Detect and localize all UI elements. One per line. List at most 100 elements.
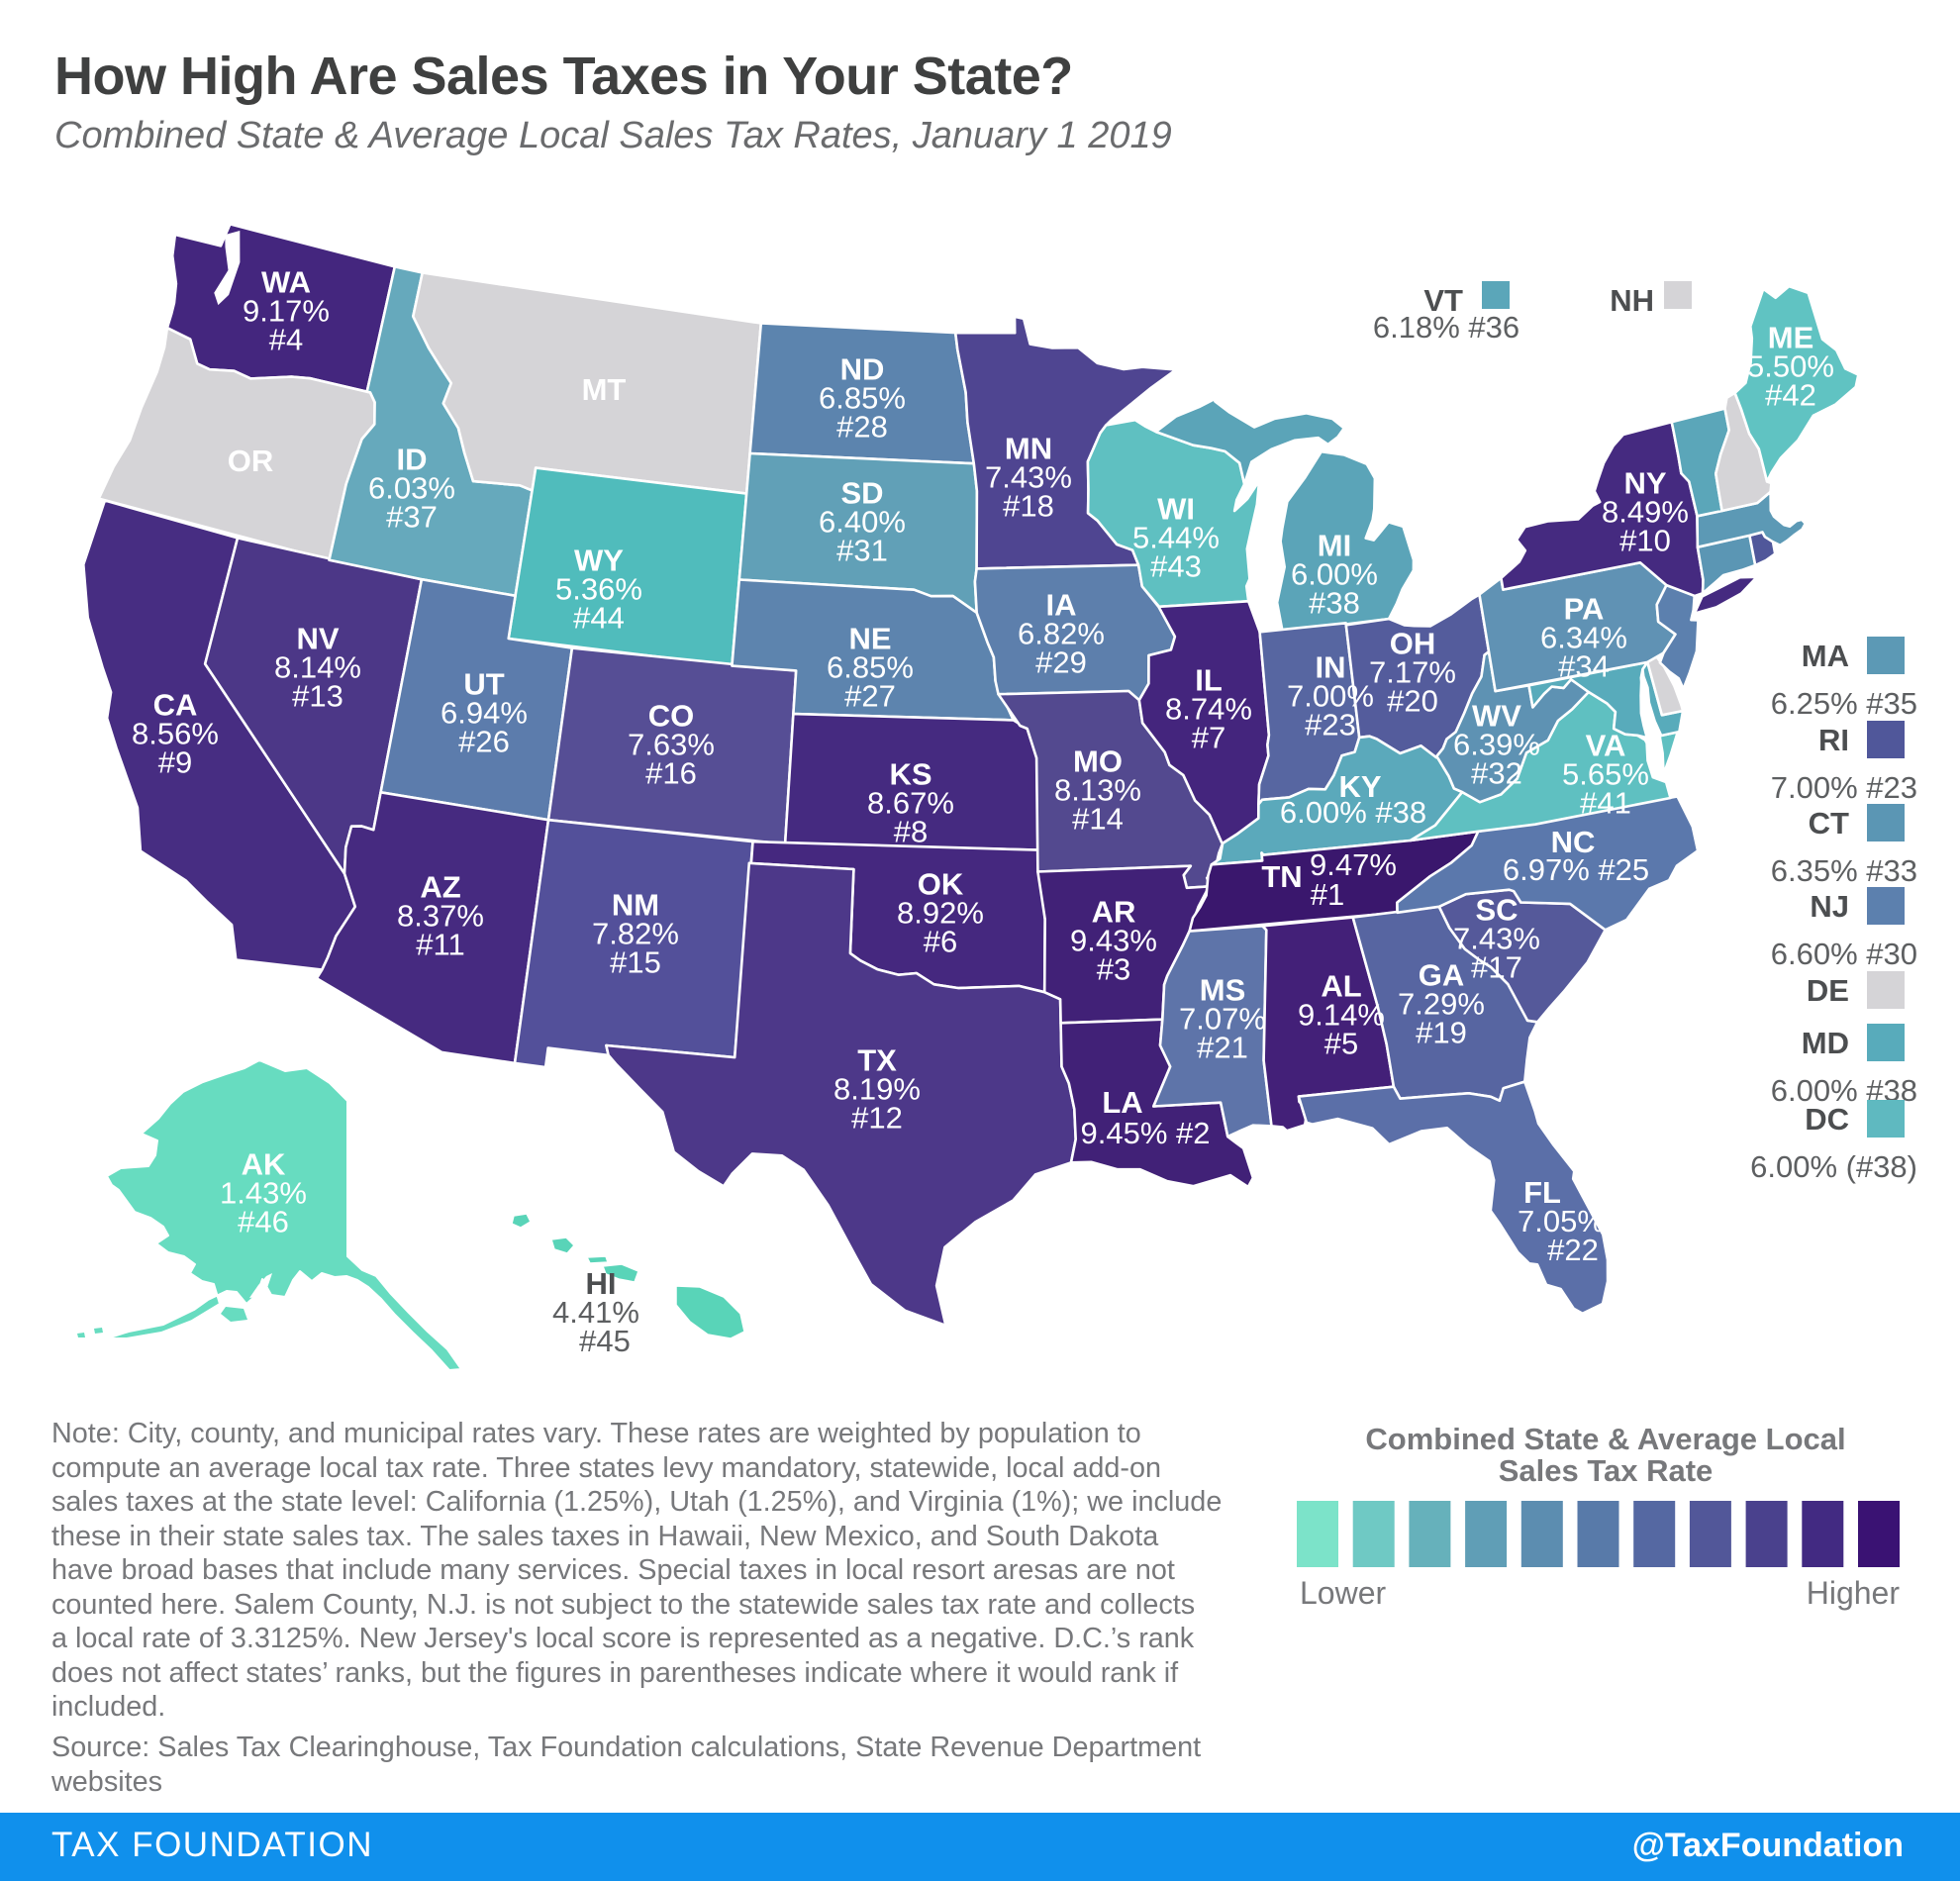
svg-text:NE: NE [848, 622, 891, 656]
svg-text:8.37%: 8.37% [397, 899, 484, 934]
svg-text:#4: #4 [269, 323, 303, 357]
svg-text:#42: #42 [1765, 378, 1816, 413]
svg-text:#19: #19 [1416, 1016, 1467, 1050]
svg-text:9.14%: 9.14% [1298, 998, 1385, 1033]
svg-text:NY: NY [1623, 466, 1666, 501]
svg-text:5.36%: 5.36% [555, 572, 642, 607]
svg-text:#7: #7 [1192, 721, 1225, 755]
svg-text:SC: SC [1475, 893, 1518, 928]
svg-text:#46: #46 [238, 1205, 289, 1239]
svg-text:VA: VA [1586, 729, 1626, 763]
svg-text:4.41%: 4.41% [552, 1295, 639, 1330]
svg-text:NV: NV [296, 622, 339, 656]
svg-text:MD: MD [1802, 1026, 1849, 1060]
svg-text:8.92%: 8.92% [897, 896, 984, 931]
svg-text:#43: #43 [1150, 549, 1202, 584]
svg-text:#20: #20 [1387, 684, 1438, 719]
svg-text:ME: ME [1768, 321, 1814, 355]
svg-text:9.45% #2: 9.45% #2 [1081, 1116, 1211, 1150]
svg-text:SD: SD [840, 476, 883, 511]
svg-text:KS: KS [889, 757, 931, 792]
svg-text:#17: #17 [1471, 950, 1522, 985]
svg-text:#26: #26 [458, 725, 510, 759]
svg-text:6.00%: 6.00% [1291, 557, 1378, 592]
svg-text:8.14%: 8.14% [274, 650, 361, 685]
svg-text:PA: PA [1564, 592, 1605, 627]
svg-text:DC: DC [1805, 1102, 1849, 1137]
svg-text:TN: TN [1261, 859, 1302, 894]
svg-text:#29: #29 [1035, 645, 1087, 680]
svg-text:#13: #13 [292, 679, 343, 714]
svg-text:#32: #32 [1471, 756, 1522, 791]
svg-text:#31: #31 [836, 534, 888, 568]
svg-text:#41: #41 [1580, 786, 1631, 821]
svg-text:Combined State & Average Local: Combined State & Average Local [1365, 1422, 1845, 1456]
svg-text:#27: #27 [844, 679, 896, 714]
svg-text:CT: CT [1809, 806, 1849, 841]
svg-text:NH: NH [1610, 283, 1654, 318]
svg-text:MT: MT [582, 372, 627, 407]
svg-text:8.74%: 8.74% [1165, 692, 1252, 727]
svg-text:VT: VT [1423, 283, 1463, 318]
svg-text:6.34%: 6.34% [1540, 621, 1627, 655]
svg-text:8.49%: 8.49% [1602, 495, 1689, 530]
svg-text:#37: #37 [386, 500, 438, 535]
svg-text:#18: #18 [1003, 489, 1054, 524]
svg-text:#3: #3 [1097, 952, 1130, 987]
svg-text:CO: CO [648, 699, 695, 734]
svg-text:#28: #28 [836, 410, 888, 445]
svg-text:#16: #16 [645, 756, 697, 791]
svg-text:RI: RI [1818, 723, 1849, 757]
svg-text:OR: OR [228, 444, 274, 478]
svg-text:Lower: Lower [1300, 1575, 1387, 1611]
svg-text:6.85%: 6.85% [819, 381, 906, 416]
svg-text:IN: IN [1316, 650, 1346, 685]
svg-text:NM: NM [612, 888, 659, 923]
svg-text:8.56%: 8.56% [132, 717, 219, 751]
svg-text:#21: #21 [1197, 1031, 1248, 1065]
svg-text:7.29%: 7.29% [1398, 987, 1485, 1022]
svg-text:TX: TX [857, 1043, 897, 1078]
svg-text:MA: MA [1802, 639, 1849, 673]
svg-text:#1: #1 [1311, 877, 1344, 912]
svg-text:IL: IL [1195, 663, 1223, 698]
svg-text:6.60% #30: 6.60% #30 [1771, 937, 1917, 971]
svg-text:#12: #12 [851, 1101, 903, 1136]
svg-text:9.17%: 9.17% [243, 294, 330, 329]
svg-text:MN: MN [1005, 432, 1052, 466]
svg-text:#9: #9 [158, 745, 192, 780]
svg-text:#6: #6 [924, 925, 957, 959]
svg-text:6.85%: 6.85% [827, 650, 914, 685]
svg-text:ND: ND [840, 352, 885, 387]
svg-text:ID: ID [397, 443, 428, 477]
svg-text:#45: #45 [579, 1324, 631, 1358]
svg-text:6.97% #25: 6.97% #25 [1503, 852, 1649, 887]
svg-text:9.43%: 9.43% [1070, 924, 1157, 958]
svg-text:1.43%: 1.43% [220, 1176, 307, 1211]
svg-text:8.13%: 8.13% [1054, 773, 1141, 808]
svg-text:7.17%: 7.17% [1369, 655, 1456, 690]
svg-text:WA: WA [261, 265, 311, 300]
svg-text:UT: UT [463, 667, 504, 702]
svg-text:OH: OH [1390, 627, 1436, 661]
svg-text:MI: MI [1318, 529, 1351, 563]
svg-text:KY: KY [1338, 769, 1381, 804]
svg-text:NJ: NJ [1810, 889, 1849, 924]
svg-text:6.00% #38: 6.00% #38 [1280, 795, 1426, 830]
svg-text:NC: NC [1551, 825, 1596, 859]
svg-text:AZ: AZ [420, 870, 460, 905]
svg-text:WI: WI [1157, 492, 1195, 527]
svg-text:7.07%: 7.07% [1179, 1002, 1266, 1037]
svg-text:#10: #10 [1619, 524, 1671, 558]
svg-text:6.00% (#38): 6.00% (#38) [1750, 1149, 1917, 1184]
svg-text:#23: #23 [1305, 708, 1356, 742]
svg-text:8.19%: 8.19% [833, 1072, 921, 1107]
svg-text:6.82%: 6.82% [1018, 617, 1105, 651]
svg-text:MO: MO [1073, 744, 1123, 779]
svg-text:5.65%: 5.65% [1562, 757, 1649, 792]
svg-text:8.67%: 8.67% [867, 786, 954, 821]
svg-text:#15: #15 [610, 945, 661, 980]
svg-text:#14: #14 [1072, 802, 1124, 837]
svg-text:6.39%: 6.39% [1453, 728, 1540, 762]
svg-text:AK: AK [242, 1147, 286, 1182]
